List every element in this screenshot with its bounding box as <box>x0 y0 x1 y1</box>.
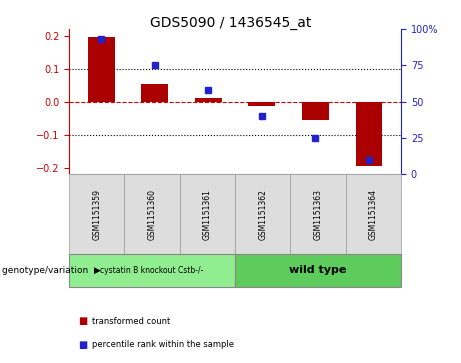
Text: wild type: wild type <box>290 265 347 276</box>
Text: percentile rank within the sample: percentile rank within the sample <box>92 340 234 349</box>
Bar <box>195 98 222 102</box>
Bar <box>302 102 329 120</box>
Bar <box>142 85 168 102</box>
Text: ■: ■ <box>78 340 88 350</box>
Text: GSM1151361: GSM1151361 <box>203 189 212 240</box>
Text: genotype/variation  ▶: genotype/variation ▶ <box>2 266 101 275</box>
Text: GSM1151360: GSM1151360 <box>148 189 157 240</box>
Text: transformed count: transformed count <box>92 317 171 326</box>
Text: cystatin B knockout Cstb-/-: cystatin B knockout Cstb-/- <box>100 266 204 275</box>
Bar <box>355 102 382 166</box>
Text: GSM1151363: GSM1151363 <box>313 189 323 240</box>
Text: GDS5090 / 1436545_at: GDS5090 / 1436545_at <box>150 16 311 30</box>
Bar <box>88 37 115 102</box>
Text: GSM1151359: GSM1151359 <box>92 189 101 240</box>
Bar <box>248 102 275 106</box>
Text: ■: ■ <box>78 316 88 326</box>
Text: GSM1151362: GSM1151362 <box>258 189 267 240</box>
Text: GSM1151364: GSM1151364 <box>369 189 378 240</box>
